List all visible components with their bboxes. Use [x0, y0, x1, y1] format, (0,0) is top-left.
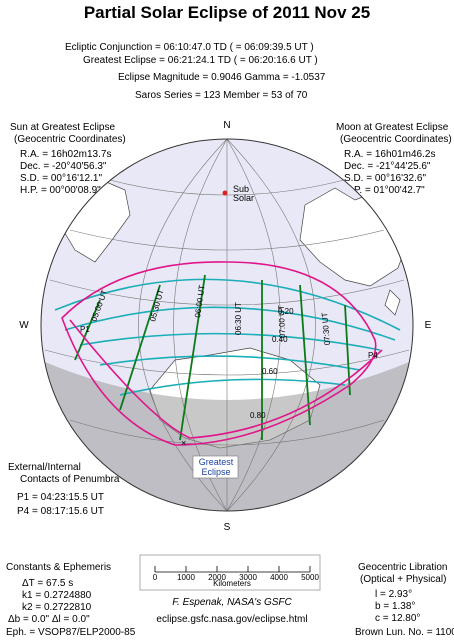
sun-line: Dec. = -20°40'56.3"	[20, 161, 107, 172]
credit: F. Espenak, NASA's GSFC	[172, 597, 292, 608]
info: Eclipse Magnitude = 0.9046 Gamma = -1.05…	[118, 72, 326, 83]
moon-heading: Moon at Greatest Eclipse	[336, 122, 449, 133]
url: eclipse.gsfc.nasa.gov/eclipse.html	[156, 614, 307, 625]
moon-subheading: (Geocentric Coordinates)	[340, 134, 452, 145]
moon-line: S.D. = 00°16'32.6"	[344, 173, 426, 184]
scale-bar: 0 1000 2000 3000 4000 5000	[153, 566, 319, 582]
compass: W	[19, 320, 29, 331]
constants-line: k2 = 0.2722810	[22, 602, 92, 613]
title: Partial Solar Eclipse of 2011 Nov 25	[84, 3, 370, 22]
libration-heading: (Optical + Physical)	[360, 574, 446, 585]
scale-label: 2000	[208, 573, 226, 582]
constants-line: Eph. = VSOP87/ELP2000-85	[6, 627, 136, 638]
compass: S	[224, 522, 231, 533]
contact-label: P4	[368, 351, 378, 360]
info: Ecliptic Conjunction = 06:10:47.0 TD ( =…	[65, 42, 314, 53]
scale-unit: Kilometers	[213, 579, 251, 588]
globe	[41, 139, 413, 511]
sun-line: R.A. = 16h02m13.7s	[20, 149, 111, 160]
time-label: 07:00 UT	[277, 305, 287, 338]
contacts-line: P4 = 08:17:15.6 UT	[17, 506, 104, 517]
moon-line: R.A. = 16h01m46.2s	[344, 149, 435, 160]
libration-line: c = 12.80°	[375, 613, 420, 624]
time-label: 07:30 UT	[320, 312, 332, 346]
libration-line: Brown Lun. No. = 1100	[355, 627, 454, 638]
contact-label: P1	[80, 325, 90, 334]
constants-line: Δb = 0.0" Δl = 0.0"	[8, 614, 90, 625]
info: Saros Series = 123 Member = 53 of 70	[135, 90, 308, 101]
sun-heading: Sun at Greatest Eclipse	[10, 122, 115, 133]
info: Greatest Eclipse = 06:21:24.1 TD ( = 06:…	[83, 55, 318, 66]
libration-line: l = 2.93°	[375, 589, 412, 600]
sub-solar-label: Sub	[233, 184, 249, 194]
magnitude-label: 0.80	[250, 411, 266, 420]
sub-solar-label: Solar	[233, 193, 254, 203]
sun-subheading: (Geocentric Coordinates)	[14, 134, 126, 145]
greatest-label: Greatest	[199, 457, 234, 467]
magnitude-label: 0.60	[262, 367, 278, 376]
magnitude-label: 0.20	[278, 307, 294, 316]
compass: E	[425, 320, 432, 331]
constants-line: k1 = 0.2724880	[22, 590, 92, 601]
libration-line: b = 1.38°	[375, 601, 415, 612]
constants-heading: Constants & Ephemeris	[6, 562, 111, 573]
scale-label: 4000	[270, 573, 288, 582]
libration-heading: Geocentric Libration	[358, 562, 448, 573]
contacts-line: P1 = 04:23:15.5 UT	[17, 492, 104, 503]
sun-line: H.P. = 00°00'08.9"	[20, 185, 101, 196]
moon-line: Dec. = -21°44'25.6"	[344, 161, 431, 172]
constants-line: ΔT = 67.5 s	[22, 578, 73, 589]
scale-label: 5000	[301, 573, 319, 582]
sun-line: S.D. = 00°16'12.1"	[20, 173, 102, 184]
time-label: 06:30 UT	[234, 302, 243, 335]
contacts-heading: External/Internal	[8, 462, 81, 473]
contacts-heading: Contacts of Penumbra	[20, 474, 120, 485]
sub-solar-point	[222, 190, 228, 196]
compass: N	[223, 120, 230, 131]
moon-line: H.P. = 01°00'42.7"	[344, 185, 425, 196]
scale-label: 0	[153, 573, 158, 582]
scale-label: 3000	[239, 573, 257, 582]
greatest-label: Eclipse	[201, 467, 230, 477]
magnitude-label: 0.40	[272, 335, 288, 344]
scale-label: 1000	[177, 573, 195, 582]
greatest-marker: ×	[181, 438, 186, 448]
